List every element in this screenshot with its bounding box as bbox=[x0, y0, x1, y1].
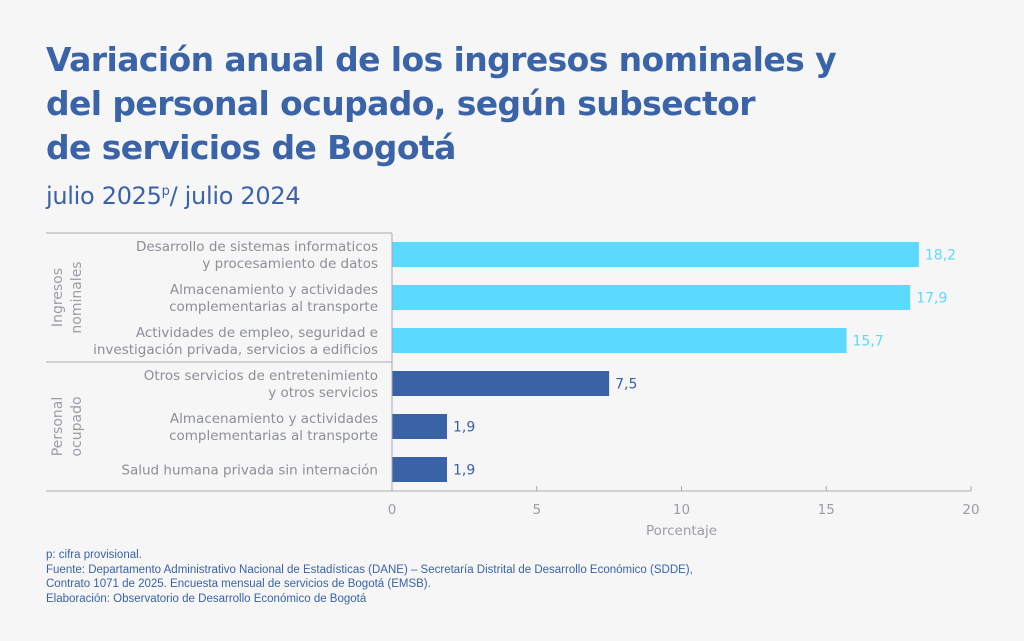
category-label-ingresos-2: Almacenamiento y actividades bbox=[170, 282, 378, 298]
group-label-ingresos: nominales bbox=[69, 261, 85, 333]
x-axis-title: Porcentaje bbox=[646, 523, 717, 539]
bar-ingresos-3 bbox=[392, 328, 847, 353]
x-tick-label-0: 0 bbox=[388, 502, 397, 518]
chart-footer: p: cifra provisional. Fuente: Departamen… bbox=[46, 548, 693, 606]
category-label-personal-1: Otros servicios de entretenimiento bbox=[144, 368, 378, 384]
group-label-personal: ocupado bbox=[69, 396, 85, 456]
chart-title-line-3: de servicios de Bogotá bbox=[46, 128, 456, 167]
bar-personal-3 bbox=[392, 457, 448, 482]
footnote-elaboration: Elaboración: Observatorio de Desarrollo … bbox=[46, 592, 367, 605]
category-label-personal-2: Almacenamiento y actividades bbox=[170, 411, 378, 427]
chart-subtitle: julio 2025p/ julio 2024 bbox=[46, 182, 301, 210]
subtitle-comparison: / julio 2024 bbox=[169, 182, 301, 210]
x-tick-label-5: 5 bbox=[532, 502, 541, 518]
category-label-ingresos-2: complementarias al transporte bbox=[169, 299, 378, 315]
category-label-personal-2: complementarias al transporte bbox=[169, 428, 378, 444]
category-label-ingresos-3: investigación privada, servicios a edifi… bbox=[93, 342, 378, 358]
value-label-ingresos-1: 18,2 bbox=[925, 248, 956, 264]
category-label-personal-3: Salud humana privada sin internación bbox=[121, 463, 378, 479]
bar-ingresos-2 bbox=[392, 285, 911, 310]
value-label-ingresos-2: 17,9 bbox=[916, 291, 947, 307]
subtitle-period: julio 2025 bbox=[46, 182, 162, 210]
category-label-ingresos-3: Actividades de empleo, seguridad e bbox=[136, 325, 378, 341]
value-label-personal-3: 1,9 bbox=[453, 463, 475, 479]
subtitle-provisional-mark: p bbox=[161, 184, 170, 199]
chart-title: Variación anual de los ingresos nominale… bbox=[46, 38, 946, 170]
footnote-source: Fuente: Departamento Administrativo Naci… bbox=[46, 563, 693, 576]
chart-title-line-1: Variación anual de los ingresos nominale… bbox=[46, 40, 837, 79]
x-tick-label-20: 20 bbox=[962, 502, 979, 518]
value-label-personal-2: 1,9 bbox=[453, 420, 475, 436]
footnote-contract: Contrato 1071 de 2025. Encuesta mensual … bbox=[46, 578, 431, 590]
group-label-ingresos: Ingresos bbox=[50, 268, 66, 327]
chart-title-line-2: del personal ocupado, según subsector bbox=[46, 84, 755, 123]
bar-ingresos-1 bbox=[392, 242, 919, 267]
value-label-ingresos-3: 15,7 bbox=[853, 334, 884, 350]
bar-personal-2 bbox=[392, 414, 448, 439]
group-label-personal: Personal bbox=[50, 397, 66, 457]
value-label-personal-1: 7,5 bbox=[615, 377, 637, 393]
x-tick-label-10: 10 bbox=[673, 502, 690, 518]
footnote-provisional: p: cifra provisional. bbox=[46, 549, 142, 561]
x-tick-label-15: 15 bbox=[818, 502, 835, 518]
category-label-ingresos-1: y procesamiento de datos bbox=[202, 256, 378, 272]
bar-personal-1 bbox=[392, 371, 610, 396]
category-label-ingresos-1: Desarrollo de sistemas informaticos bbox=[136, 239, 378, 255]
category-label-personal-1: y otros servicios bbox=[268, 385, 378, 401]
